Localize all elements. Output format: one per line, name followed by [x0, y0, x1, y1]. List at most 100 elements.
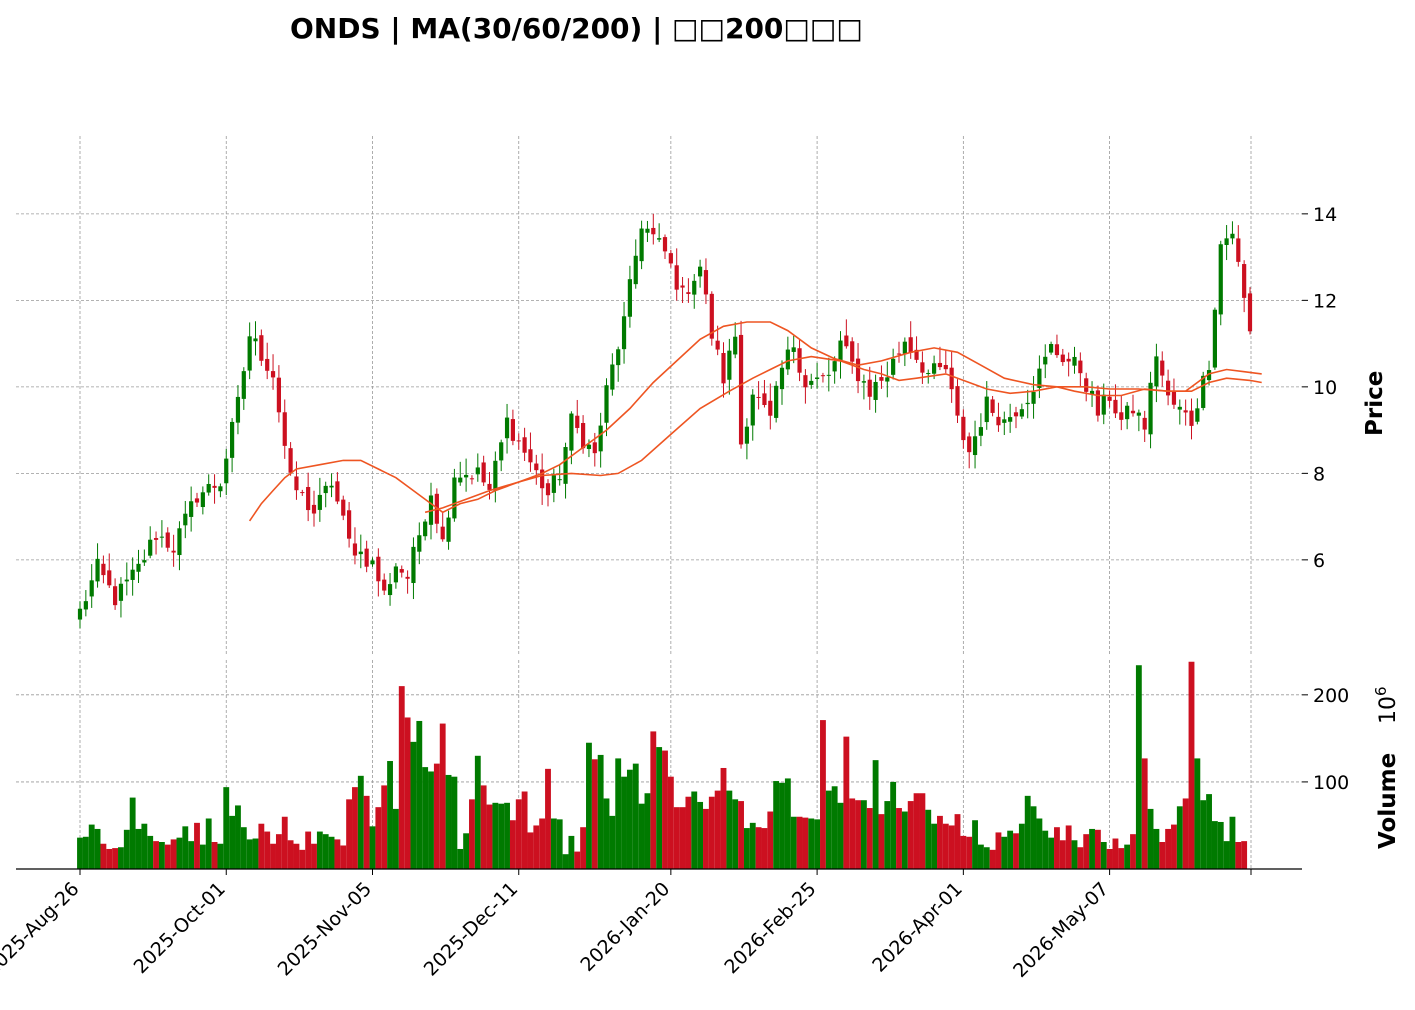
candle-body — [253, 338, 258, 342]
volume-bar — [118, 847, 124, 869]
volume-bar — [1059, 840, 1066, 869]
volume-bar — [884, 801, 891, 869]
volume-bar — [820, 720, 826, 869]
price-tick-label: 6 — [1313, 550, 1325, 572]
candle-body — [270, 371, 276, 378]
volume-bar — [878, 814, 885, 869]
candle-body — [534, 463, 539, 471]
candle-body — [861, 381, 866, 383]
candle-body — [972, 436, 978, 456]
volume-bars — [77, 661, 1248, 869]
candle-body — [575, 415, 580, 428]
volume-bar — [621, 776, 627, 869]
volume-bar — [1188, 661, 1195, 869]
candle-body — [902, 341, 907, 354]
volume-bar — [679, 807, 686, 869]
volume-bar — [1048, 837, 1055, 869]
candle-body — [341, 499, 346, 516]
price-tick-label: 8 — [1313, 463, 1325, 485]
volume-bar — [937, 815, 943, 869]
volume-bar — [814, 819, 821, 869]
volume-bar — [194, 822, 200, 869]
volume-bar — [311, 843, 317, 869]
candle-body — [382, 579, 387, 591]
volume-bar — [1153, 828, 1160, 869]
candle-body — [592, 442, 597, 454]
candle-body — [399, 569, 404, 573]
candle-body — [932, 363, 937, 374]
volume-bar — [1118, 848, 1125, 869]
volume-bar — [94, 828, 101, 869]
candle-body — [943, 365, 948, 370]
volume-bar — [217, 843, 224, 869]
candle-body — [996, 416, 1001, 426]
candle-body — [616, 349, 621, 366]
candle-body — [206, 483, 211, 493]
candle-body — [1148, 382, 1153, 435]
volume-bar — [550, 818, 557, 869]
candle-body — [721, 352, 726, 384]
candle-body — [955, 386, 960, 416]
candle-body — [1013, 412, 1019, 417]
ma-long-line — [424, 321, 1262, 514]
volume-bar — [673, 807, 680, 869]
candle-body — [680, 285, 685, 288]
volume-bar — [738, 801, 744, 869]
candle-body — [1236, 238, 1241, 262]
candle-body — [844, 335, 849, 347]
volume-bar — [252, 838, 259, 869]
volume-bar — [1042, 830, 1049, 869]
candle-body — [1066, 358, 1071, 362]
volume-multiplier: 106 — [1372, 686, 1401, 724]
candle-body — [1078, 360, 1083, 374]
volume-bar — [340, 845, 347, 869]
candle-body — [645, 228, 650, 233]
candle-body — [265, 358, 270, 371]
candle-body — [1043, 356, 1048, 365]
candle-body — [692, 280, 697, 295]
volume-bar — [626, 769, 633, 869]
volume-bar — [328, 836, 335, 869]
volume-bar — [316, 831, 323, 869]
candle-body — [405, 576, 410, 579]
candle-body — [1025, 402, 1030, 405]
candle-body — [879, 377, 884, 381]
volume-bar — [82, 836, 89, 869]
candle-body — [118, 583, 124, 601]
grid-lines — [16, 136, 1302, 869]
candle-body — [949, 367, 954, 390]
candle-body — [1008, 417, 1013, 422]
candle-body — [598, 425, 603, 452]
volume-bar — [533, 825, 540, 869]
volume-bar — [1147, 808, 1154, 869]
candle-body — [920, 362, 925, 373]
candle-body — [826, 374, 831, 376]
volume-bar — [1089, 828, 1095, 869]
volume-bar — [919, 793, 926, 869]
volume-bar — [474, 755, 481, 869]
volume-bar — [398, 686, 405, 869]
volume-bar — [416, 720, 423, 869]
volume-multiplier-base: 10 — [1376, 696, 1401, 724]
volume-bar — [352, 787, 358, 869]
candle-body — [247, 336, 252, 371]
candle-body — [914, 349, 919, 360]
volume-bar — [972, 820, 978, 869]
candle-body — [855, 358, 861, 382]
volume-bar — [755, 827, 762, 869]
volume-bar — [422, 767, 429, 869]
volume-bar — [831, 786, 838, 869]
volume-bar — [1083, 834, 1090, 869]
volume-bar — [445, 774, 452, 869]
candle-body — [891, 358, 896, 375]
candle-body — [1019, 409, 1024, 417]
volume-bar — [685, 796, 692, 869]
candle-body — [1084, 378, 1089, 392]
candle-body — [1183, 410, 1188, 413]
volume-bar — [597, 754, 604, 869]
candle-body — [756, 396, 761, 398]
volume-bar — [697, 801, 704, 869]
volume-axis-label: Volume — [1375, 753, 1401, 849]
candle-body — [926, 373, 931, 375]
